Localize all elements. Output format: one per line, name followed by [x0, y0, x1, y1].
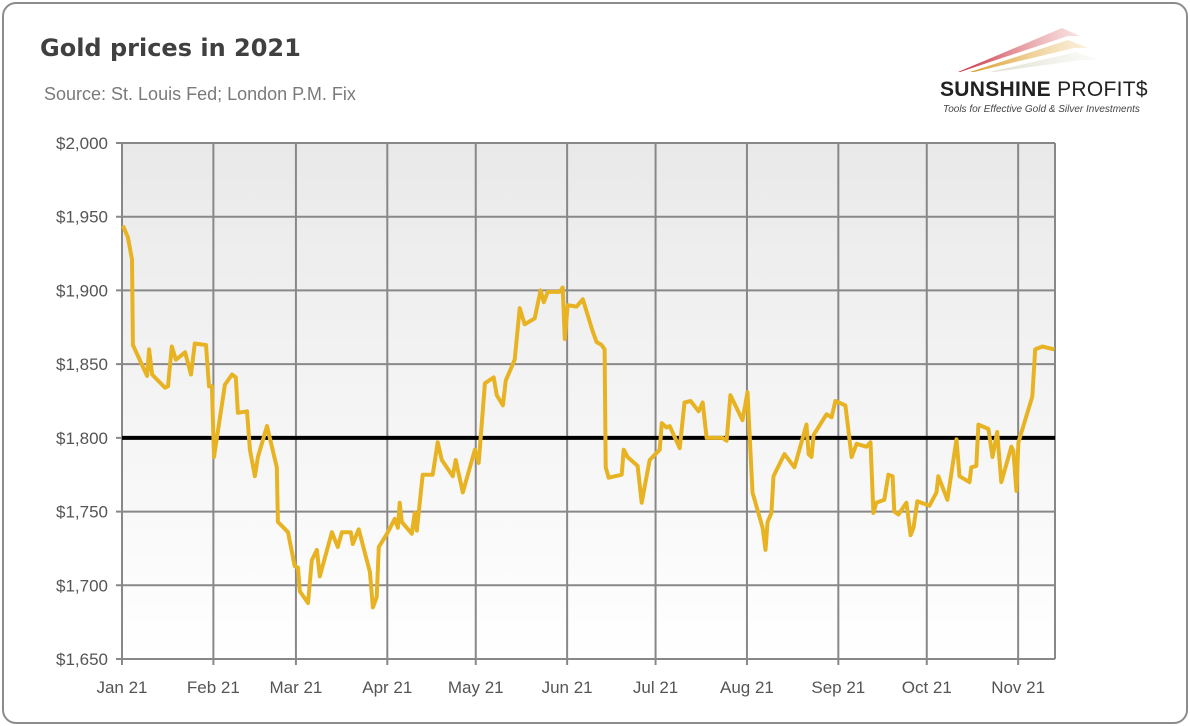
logo-tagline: Tools for Effective Gold & Silver Invest…	[943, 104, 1140, 115]
x-tick-label: Apr 21	[362, 678, 412, 697]
x-axis: Jan 21 Feb 21 Mar 21 Apr 21 May 21 Jun 21 Jul …	[96, 678, 1045, 697]
x-tick-label: Aug 21	[720, 678, 774, 697]
y-tick-label: $1,800	[56, 429, 108, 448]
x-tick-label: May 21	[448, 678, 504, 697]
x-tick-label: Oct 21	[902, 678, 952, 697]
x-tick-label: Nov 21	[991, 678, 1045, 697]
chart-title: Gold prices in 2021	[40, 34, 301, 62]
y-axis: $1,650 $1,700 $1,750 $1,800 $1,850 $1,900 $1,9…	[56, 134, 108, 669]
y-tick-label: $1,950	[56, 208, 108, 227]
gold-price-line	[121, 224, 1055, 610]
y-tick-label: $1,650	[56, 650, 108, 669]
y-tick-label: $1,850	[56, 355, 108, 374]
x-tick-label: Feb 21	[187, 678, 240, 697]
gridlines	[116, 142, 1056, 665]
plot-area	[122, 143, 1055, 659]
x-tick-label: Sep 21	[811, 678, 865, 697]
y-tick-label: $2,000	[56, 134, 108, 153]
chart-subtitle: Source: St. Louis Fed; London P.M. Fix	[44, 84, 356, 104]
x-tick-label: Jun 21	[542, 678, 593, 697]
logo-rays-icon	[958, 28, 1100, 72]
x-tick-label: Jul 21	[633, 678, 678, 697]
sunshine-profits-logo: SUNSHINE PROFIT$ Tools for Effective Gol…	[930, 14, 1175, 124]
y-tick-label: $1,900	[56, 281, 108, 300]
x-tick-label: Jan 21	[96, 678, 147, 697]
y-tick-label: $1,700	[56, 576, 108, 595]
y-tick-label: $1,750	[56, 503, 108, 522]
x-tick-label: Mar 21	[269, 678, 322, 697]
logo-name: SUNSHINE PROFIT$	[940, 78, 1148, 101]
